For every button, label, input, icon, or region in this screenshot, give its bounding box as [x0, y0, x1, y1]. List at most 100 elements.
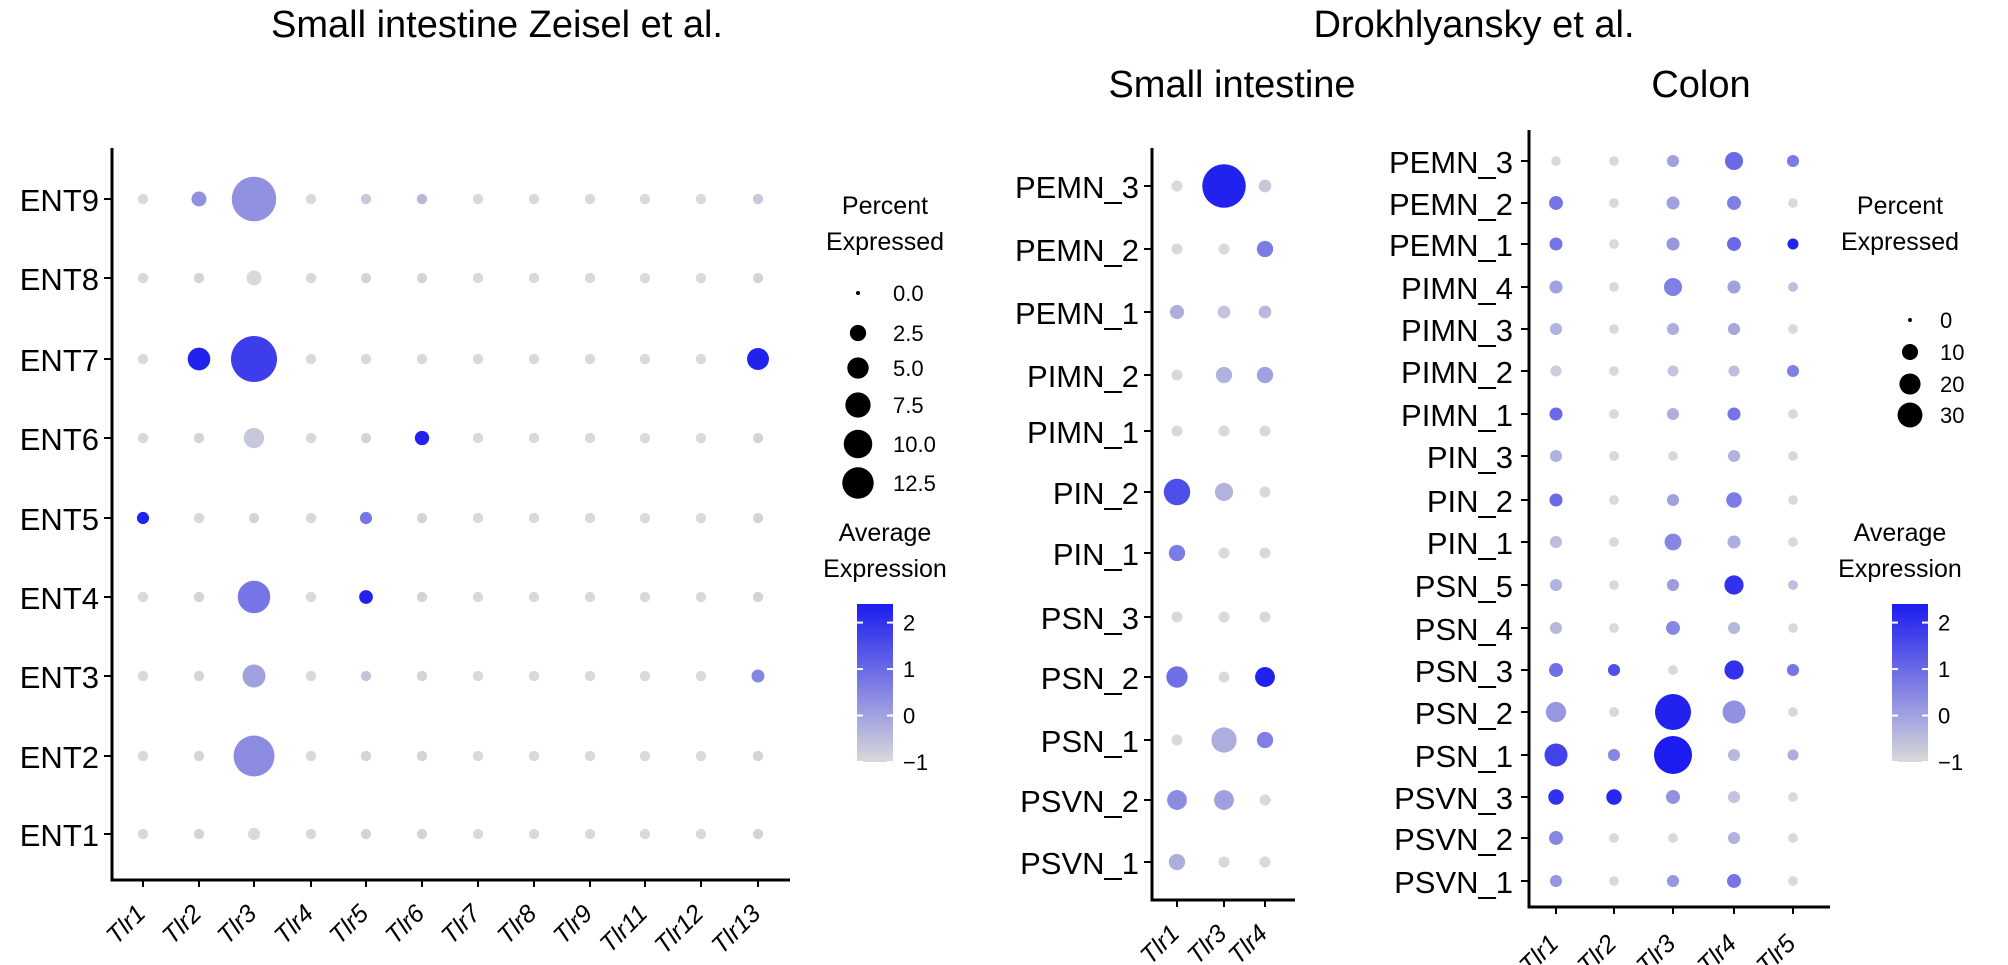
- dot-drok-si-PSN_1-Tlr1: [1171, 734, 1183, 746]
- dot-drok-colon-PSVN_3-Tlr2: [1606, 789, 1622, 805]
- dot-zeisel-ENT3-Tlr2: [193, 670, 205, 682]
- dot-drok-colon-PEMN_1-Tlr4: [1727, 237, 1741, 251]
- dot-drok-si-PSVN_1-Tlr1: [1168, 853, 1186, 871]
- y-label-zeisel: ENT7: [20, 343, 99, 378]
- y-label-drok-colon: PSVN_1: [1394, 865, 1513, 900]
- legend-size-label: 30: [1940, 403, 1964, 428]
- dot-drok-si-PSN_1-Tlr4: [1256, 731, 1274, 749]
- dot-zeisel-ENT4-Tlr8: [528, 591, 540, 603]
- dot-zeisel-ENT1-Tlr12: [695, 828, 707, 840]
- dot-drok-colon-PSVN_1-Tlr1: [1549, 874, 1563, 888]
- dot-drok-colon-PEMN_3-Tlr5: [1786, 154, 1800, 168]
- dot-drok-si-PEMN_3-Tlr4: [1258, 179, 1272, 193]
- legend-colorbar-label: 1: [1938, 657, 1950, 682]
- dot-drok-colon-PEMN_1-Tlr5: [1787, 238, 1799, 250]
- dot-drok-colon-PEMN_1-Tlr1: [1549, 237, 1563, 251]
- dot-drok-colon-PIMN_4-Tlr3: [1663, 277, 1683, 297]
- dot-drok-si-PSN_3-Tlr3: [1218, 611, 1230, 623]
- legend-drok-colon: PercentExpressed0102030AverageExpression…: [1838, 192, 1964, 775]
- dot-drok-si-PSN_3-Tlr4: [1259, 611, 1271, 623]
- dot-zeisel-ENT5-Tlr2: [193, 512, 205, 524]
- dot-drok-si-PIMN_1-Tlr1: [1171, 425, 1183, 437]
- legend-size-label: 0: [1940, 308, 1952, 333]
- dot-drok-colon-PIMN_3-Tlr5: [1788, 324, 1798, 334]
- dot-drok-colon-PSN_2-Tlr4: [1722, 700, 1746, 724]
- dot-zeisel-ENT4-Tlr9: [584, 591, 596, 603]
- dot-drok-colon-PSN_2-Tlr1: [1545, 701, 1567, 723]
- legend-colorbar-label: 1: [903, 657, 915, 682]
- dot-drok-colon-PSVN_1-Tlr2: [1609, 876, 1619, 886]
- dot-zeisel-ENT2-Tlr11: [639, 750, 651, 762]
- dot-zeisel-ENT7-Tlr8: [528, 353, 540, 365]
- dot-drok-colon-PIMN_4-Tlr1: [1549, 280, 1563, 294]
- dot-zeisel-ENT9-Tlr3: [231, 176, 277, 222]
- legend-size-title: Expressed: [826, 228, 944, 256]
- y-label-drok-si: PIMN_2: [1027, 359, 1139, 394]
- dot-drok-si-PIMN_2-Tlr3: [1215, 366, 1233, 384]
- legend-size-title: Percent: [842, 192, 928, 220]
- dot-drok-colon-PIN_3-Tlr4: [1727, 449, 1741, 463]
- dot-zeisel-ENT6-Tlr11: [639, 432, 651, 444]
- dot-zeisel-ENT3-Tlr5: [360, 670, 372, 682]
- dot-zeisel-ENT6-Tlr5: [360, 432, 372, 444]
- y-label-drok-colon: PIMN_1: [1401, 398, 1513, 433]
- dot-drok-colon-PIMN_2-Tlr3: [1667, 365, 1679, 377]
- legend-zeisel: Percent Expressed 0.0 2.5 5.0 7.5 10.0 12.5 Aver…: [823, 192, 947, 775]
- dot-drok-colon-PSN_5-Tlr5: [1788, 580, 1798, 590]
- dot-drok-colon-PSN_1-Tlr1: [1544, 743, 1568, 767]
- legend-color-title: Expression: [823, 555, 947, 583]
- dot-zeisel-ENT3-Tlr1: [137, 670, 149, 682]
- y-label-zeisel: ENT8: [20, 262, 99, 297]
- dot-drok-colon-PSN_5-Tlr3: [1666, 578, 1680, 592]
- y-label-drok-si: PEMN_2: [1015, 233, 1139, 268]
- dot-drok-colon-PEMN_2-Tlr4: [1727, 196, 1741, 210]
- dot-zeisel-ENT6-Tlr13: [752, 432, 764, 444]
- dot-drok-si-PIN_2-Tlr3: [1214, 482, 1234, 502]
- dot-zeisel-ENT1-Tlr11: [639, 828, 651, 840]
- legend-colorbar-label: −1: [903, 750, 928, 775]
- dot-zeisel-ENT8-Tlr3: [246, 270, 262, 286]
- legend-size-label: 2.5: [893, 321, 924, 346]
- dot-drok-si-PSN_2-Tlr4: [1255, 667, 1275, 687]
- dot-drok-colon-PSN_4-Tlr4: [1727, 621, 1741, 635]
- dot-zeisel-ENT1-Tlr7: [472, 828, 484, 840]
- dot-zeisel-ENT6-Tlr6: [414, 430, 430, 446]
- dot-drok-si-PIMN_1-Tlr4: [1259, 425, 1271, 437]
- dot-zeisel-ENT2-Tlr2: [193, 750, 205, 762]
- dot-drok-colon-PSN_4-Tlr2: [1609, 623, 1619, 633]
- legend-size-title: Percent: [1857, 192, 1943, 220]
- dot-drok-colon-PSVN_3-Tlr5: [1788, 792, 1798, 802]
- legend-colorbar-label: 2: [1938, 611, 1950, 636]
- dot-drok-colon-PSVN_3-Tlr3: [1666, 790, 1680, 804]
- dot-zeisel-ENT2-Tlr8: [528, 750, 540, 762]
- dot-drok-colon-PSN_3-Tlr3: [1668, 665, 1678, 675]
- dot-drok-colon-PIMN_3-Tlr2: [1609, 324, 1619, 334]
- dot-zeisel-ENT3-Tlr12: [695, 670, 707, 682]
- dot-zeisel-ENT4-Tlr6: [416, 591, 428, 603]
- title-zeisel: Small intestine Zeisel et al.: [271, 4, 723, 46]
- legend-colorbar-label: 2: [903, 611, 915, 636]
- y-label-zeisel: ENT3: [20, 660, 99, 695]
- title-drokhlyansky: Drokhlyansky et al.: [1313, 4, 1634, 46]
- dot-drok-colon-PIMN_1-Tlr2: [1609, 409, 1619, 419]
- dot-drok-si-PSN_2-Tlr1: [1166, 666, 1188, 688]
- dot-zeisel-ENT7-Tlr5: [360, 353, 372, 365]
- dot-drok-colon-PSN_2-Tlr3: [1655, 694, 1691, 730]
- dot-zeisel-ENT8-Tlr5: [360, 272, 372, 284]
- dot-drok-si-PSVN_1-Tlr4: [1259, 856, 1271, 868]
- dot-zeisel-ENT9-Tlr2: [191, 191, 207, 207]
- x-label-zeisel: Tlr7: [436, 899, 487, 950]
- y-label-drok-colon: PSN_3: [1415, 654, 1513, 689]
- dot-zeisel-ENT5-Tlr4: [305, 512, 317, 524]
- dot-zeisel-ENT5-Tlr9: [584, 512, 596, 524]
- dot-drok-colon-PSN_4-Tlr1: [1549, 621, 1563, 635]
- y-label-drok-colon: PIMN_4: [1401, 271, 1513, 306]
- dot-drok-si-PSVN_2-Tlr3: [1214, 790, 1234, 810]
- legend-size-label: 20: [1940, 372, 1964, 397]
- y-label-drok-colon: PIN_2: [1427, 484, 1513, 519]
- dot-drok-colon-PSN_1-Tlr5: [1787, 749, 1799, 761]
- dot-zeisel-ENT5-Tlr7: [472, 512, 484, 524]
- dot-zeisel-ENT9-Tlr9: [584, 193, 596, 205]
- dot-drok-colon-PIN_3-Tlr5: [1788, 451, 1798, 461]
